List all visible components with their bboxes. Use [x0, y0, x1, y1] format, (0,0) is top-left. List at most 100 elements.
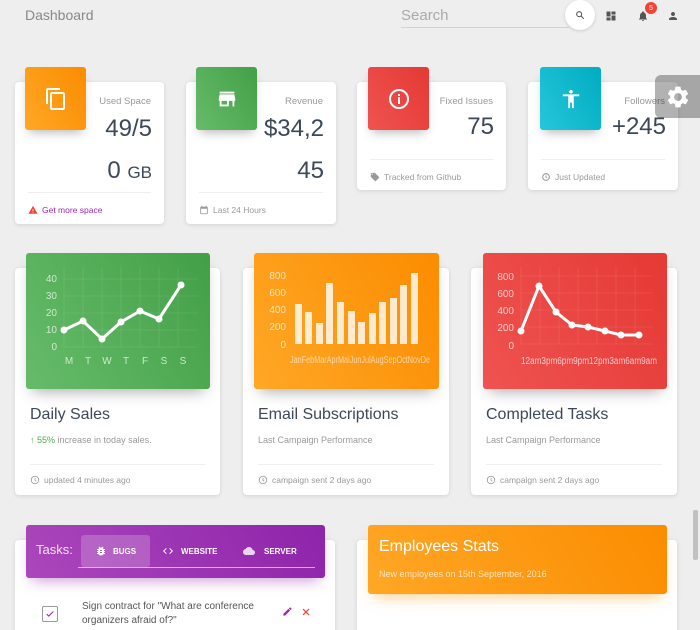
svg-text:S: S	[180, 356, 187, 367]
stat-footer: Get more space	[28, 192, 151, 215]
calendar-icon	[200, 205, 208, 215]
card-subtitle: New employees on 15th September, 2016	[379, 569, 547, 579]
edit-task-button[interactable]	[282, 604, 293, 622]
stat-icon-box	[25, 67, 86, 130]
settings-plugin-button[interactable]	[655, 75, 700, 118]
chart-footer: campaign sent 2 days ago	[486, 464, 662, 485]
top-navbar: Dashboard 5	[0, 0, 700, 34]
close-icon	[302, 608, 310, 616]
stat-icon-box	[540, 67, 601, 130]
svg-text:40: 40	[46, 274, 58, 285]
tab-bugs[interactable]: BUGS	[81, 535, 151, 567]
svg-text:S: S	[161, 356, 168, 367]
svg-text:0: 0	[508, 341, 514, 352]
dashboard-button[interactable]	[603, 8, 619, 24]
svg-text:T: T	[123, 356, 129, 367]
chart-title: Daily Sales	[30, 406, 111, 423]
stat-footer: Just Updated	[541, 159, 665, 182]
accessibility-icon	[562, 89, 579, 108]
tab-website[interactable]: WEBSITE	[147, 535, 231, 567]
tag-icon	[370, 172, 380, 182]
dashboard-icon	[606, 11, 616, 21]
svg-text:T: T	[85, 356, 91, 367]
stat-value: $34,2 45	[263, 115, 324, 184]
stat-value: 49/5 0 GB	[105, 115, 152, 184]
stat-category: Followers	[624, 96, 665, 107]
task-item: Sign contract for "What are conference o…	[42, 600, 322, 630]
chart-title: Email Subscriptions	[258, 406, 399, 423]
svg-text:400: 400	[269, 305, 286, 316]
task-checkbox[interactable]	[42, 606, 58, 622]
chart-subtitle: Last Campaign Performance	[486, 435, 601, 445]
svg-text:200: 200	[269, 322, 286, 333]
check-icon	[46, 611, 54, 617]
cloud-icon	[243, 547, 255, 555]
notifications-button[interactable]: 5	[635, 2, 657, 24]
card-title: Employees Stats	[379, 538, 500, 555]
profile-button[interactable]	[665, 8, 681, 24]
svg-text:F: F	[142, 356, 148, 367]
clock-icon	[258, 475, 268, 485]
bell-icon	[639, 11, 647, 21]
chart-footer: updated 4 minutes ago	[30, 464, 205, 485]
search-field[interactable]	[401, 3, 569, 28]
stat-category: Used Space	[99, 96, 151, 107]
content-copy-icon	[45, 87, 65, 110]
svg-text:200: 200	[497, 323, 514, 334]
stat-icon-box	[368, 67, 429, 130]
store-icon	[218, 91, 235, 106]
line-chart: 800 600 400 200 0 12am3pm6pm9pm12pm3am6am9am	[497, 267, 657, 367]
employees-stats-header: Employees Stats New employees on 15th Se…	[368, 525, 667, 594]
svg-text:0: 0	[280, 340, 286, 351]
svg-text:W: W	[102, 356, 112, 367]
svg-text:800: 800	[497, 272, 514, 283]
svg-text:M: M	[65, 356, 73, 367]
bug-icon	[97, 546, 105, 556]
svg-text:800: 800	[269, 271, 286, 282]
svg-text:10: 10	[46, 325, 58, 336]
get-more-space-link[interactable]: Get more space	[42, 205, 103, 215]
tasks-header: Tasks: BUGS WEBSITE SERVER	[26, 525, 325, 578]
tab-server[interactable]: SERVER	[226, 535, 311, 567]
person-icon	[669, 12, 677, 20]
gear-icon	[667, 86, 688, 107]
clock-icon	[30, 475, 40, 485]
stat-icon-box	[196, 67, 257, 130]
stat-footer: Tracked from Github	[370, 159, 493, 182]
svg-text:400: 400	[497, 306, 514, 317]
bar-chart: 800 600 400 200 0 JanFebMarAprMaiJunJulAugSe…	[269, 271, 430, 366]
stat-value: 75	[467, 113, 494, 140]
chart-footer: campaign sent 2 days ago	[258, 464, 434, 485]
update-icon	[542, 173, 550, 181]
pencil-icon	[283, 607, 292, 616]
page-title[interactable]: Dashboard	[25, 7, 94, 23]
stat-category: Fixed Issues	[439, 96, 493, 107]
vertical-scrollbar[interactable]	[693, 510, 698, 560]
remove-task-button[interactable]	[301, 604, 311, 622]
svg-text:600: 600	[269, 288, 286, 299]
completed-tasks-chart: 800 600 400 200 0 12am3pm6pm9pm12pm3am6am9am	[483, 253, 667, 389]
search-button[interactable]	[565, 0, 595, 30]
task-text: Sign contract for "What are conference o…	[82, 601, 254, 626]
tabs-underline	[78, 567, 315, 568]
clock-icon	[486, 475, 496, 485]
stat-value: +245	[611, 113, 666, 140]
warning-icon	[28, 205, 38, 214]
svg-text:JanFebMarAprMaiJunJulAugSepOct: JanFebMarAprMaiJunJulAugSepOctNovDe	[290, 355, 430, 366]
chart-subtitle: Last Campaign Performance	[258, 435, 373, 445]
svg-text:12am3pm6pm9pm12pm3am6am9am: 12am3pm6pm9pm12pm3am6am9am	[521, 356, 657, 367]
svg-text:20: 20	[46, 308, 58, 319]
svg-text:30: 30	[46, 291, 58, 302]
chart-subtitle: ↑ 55% increase in today sales.	[30, 435, 152, 445]
svg-text:0: 0	[51, 342, 57, 353]
tasks-label: Tasks:	[36, 542, 73, 557]
stat-card-used-space: Used Space 49/5 0 GB Get more space	[15, 82, 164, 224]
search-input[interactable]	[401, 3, 569, 27]
svg-text:600: 600	[497, 289, 514, 300]
info-outline-icon	[388, 88, 409, 109]
chart-title: Completed Tasks	[486, 406, 609, 423]
notification-badge: 5	[645, 2, 657, 14]
search-icon	[576, 11, 585, 20]
